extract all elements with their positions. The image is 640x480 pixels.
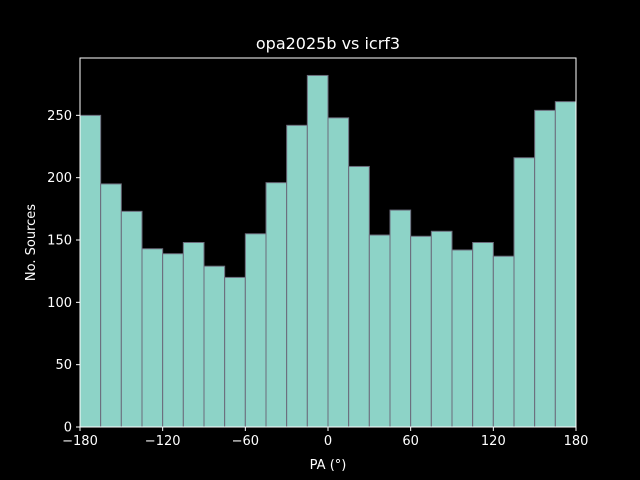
y-tick-label: 150 [47, 234, 72, 249]
histogram-bar [472, 242, 494, 428]
histogram-bar [368, 234, 391, 428]
x-tick-label: 0 [324, 434, 332, 449]
y-axis-label: No. Sources [24, 204, 39, 281]
histogram-bar [100, 183, 122, 428]
histogram-bar [182, 242, 205, 428]
chart-title: opa2025b vs icrf3 [256, 34, 400, 53]
histogram-bar [224, 276, 246, 428]
histogram-bar [451, 249, 474, 428]
y-tick-label: 200 [47, 171, 72, 186]
x-tick-label: 60 [402, 434, 419, 449]
y-tick-label: 0 [64, 421, 72, 436]
histogram-bar [534, 109, 556, 428]
y-tick-label: 50 [55, 358, 72, 373]
x-axis-ticks: −180 −120 −60 0 60 120 180 [62, 427, 588, 449]
x-axis-label: PA (°) [310, 458, 347, 473]
x-tick-label: 180 [564, 434, 589, 449]
histogram-bars [79, 74, 577, 428]
histogram-bar [306, 74, 329, 428]
histogram-bar [79, 114, 102, 428]
x-tick-label: 120 [481, 434, 506, 449]
histogram-bar [513, 157, 536, 428]
x-tick-label: −60 [232, 434, 259, 449]
x-tick-label: −120 [145, 434, 181, 449]
histogram-bar [410, 235, 432, 428]
y-axis-ticks: 0 50 100 150 200 250 [47, 109, 80, 436]
histogram-bar [327, 117, 350, 428]
histogram-bar [389, 209, 412, 428]
histogram-bar [554, 101, 577, 428]
x-tick-label: −180 [62, 434, 98, 449]
y-tick-label: 100 [47, 296, 72, 311]
histogram-bar [492, 255, 515, 428]
histogram-bar [265, 182, 288, 428]
histogram-bar [430, 230, 453, 428]
histogram-bar [244, 233, 267, 428]
histogram-bar [203, 265, 226, 428]
histogram-bar [348, 165, 370, 428]
histogram-bar [141, 248, 164, 428]
histogram-bar [120, 210, 143, 428]
y-tick-label: 250 [47, 109, 72, 124]
histogram-bar [286, 124, 308, 428]
histogram-bar [162, 253, 184, 428]
